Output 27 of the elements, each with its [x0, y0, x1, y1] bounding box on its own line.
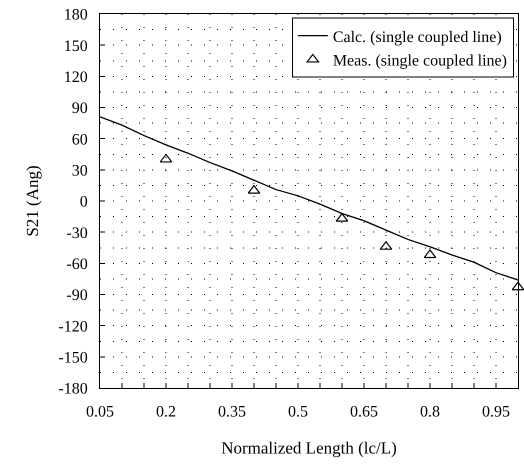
- y-tick-label: -60: [66, 256, 88, 273]
- y-tick-label: 60: [72, 131, 88, 148]
- x-tick-label: 0.95: [482, 403, 510, 420]
- y-tick-label: 90: [72, 100, 88, 118]
- x-tick-label: 0.8: [420, 403, 440, 420]
- x-tick-label: 0.65: [350, 403, 378, 420]
- x-tick-label: 0.5: [288, 403, 308, 420]
- legend-label: Meas. (single coupled line): [332, 52, 507, 70]
- point: [424, 249, 436, 258]
- x-tick-label: 0.05: [86, 403, 114, 420]
- y-tick-label: -180: [58, 380, 88, 398]
- y-tick-label: 120: [64, 68, 88, 86]
- legend-label: Calc. (single coupled line): [332, 28, 502, 46]
- x-tick-label: 0.2: [156, 403, 176, 420]
- y-axis-title: S21 (Ang): [22, 165, 42, 237]
- y-tick-label: 0: [80, 194, 88, 211]
- y-tick-label: -120: [58, 318, 88, 336]
- y-tick-label: -90: [66, 287, 88, 304]
- y-tick-label: 180: [64, 6, 88, 24]
- point: [160, 154, 172, 163]
- y-tick-label: 30: [72, 162, 88, 180]
- x-tick-label: 0.35: [218, 403, 246, 420]
- y-tick-label: -150: [58, 349, 88, 366]
- y-tick-label: 150: [64, 38, 88, 55]
- y-tick-label: -30: [66, 224, 88, 242]
- point: [512, 282, 524, 290]
- x-axis-title: Normalized Length (lc/L): [221, 438, 397, 458]
